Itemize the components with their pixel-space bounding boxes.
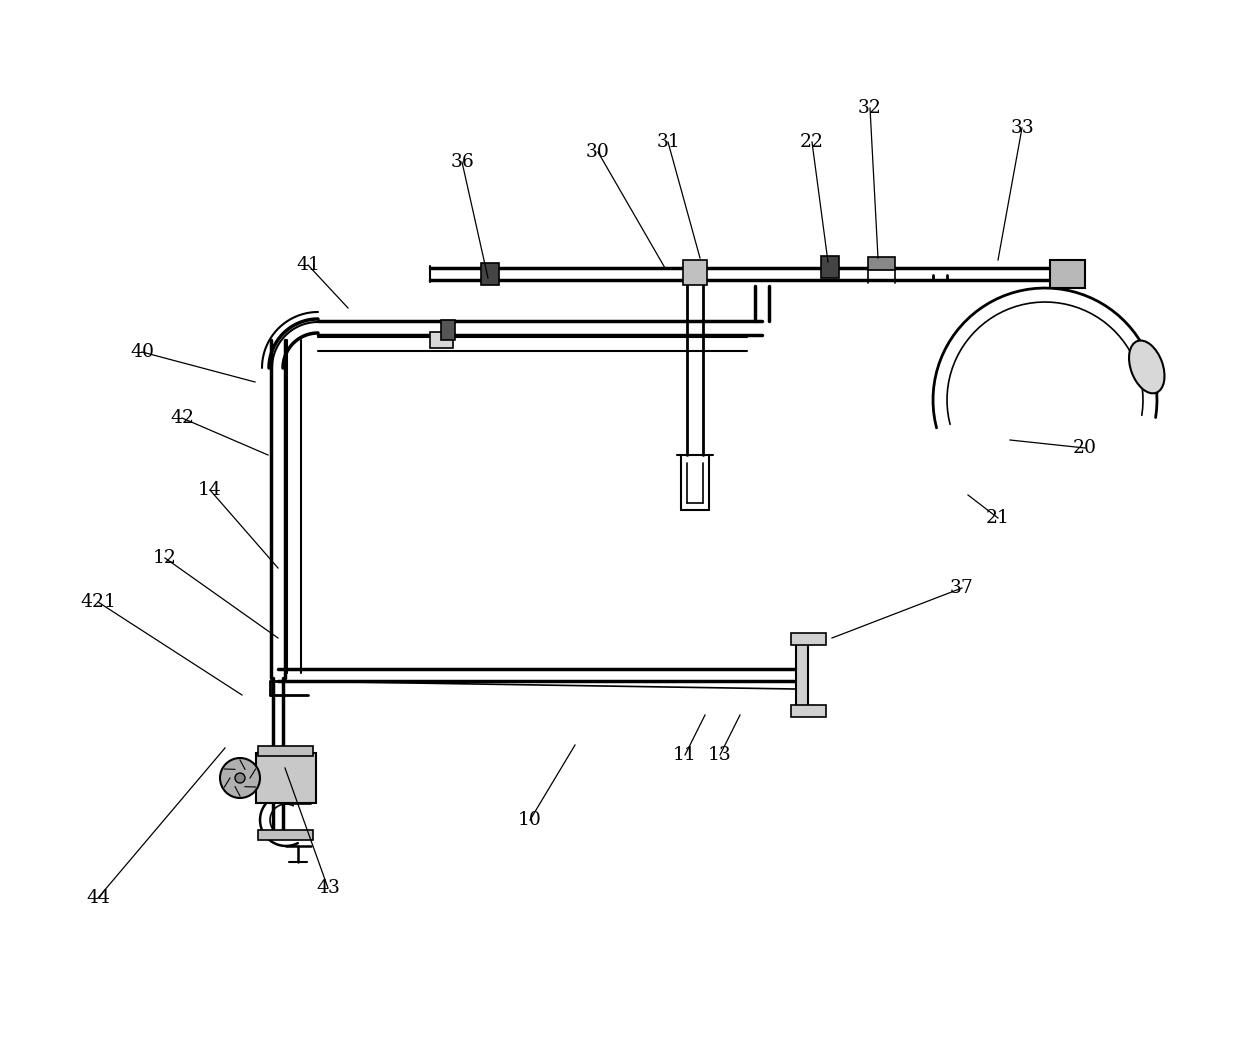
Text: 44: 44 <box>86 889 110 907</box>
Polygon shape <box>481 263 498 285</box>
Polygon shape <box>791 705 826 717</box>
Ellipse shape <box>236 773 246 783</box>
Text: 31: 31 <box>656 133 680 151</box>
Ellipse shape <box>219 758 260 798</box>
Polygon shape <box>441 320 455 340</box>
Ellipse shape <box>1130 341 1164 394</box>
Polygon shape <box>791 633 826 645</box>
Text: 43: 43 <box>316 879 340 897</box>
Text: 21: 21 <box>986 509 1009 527</box>
Polygon shape <box>821 256 839 278</box>
Polygon shape <box>796 637 808 713</box>
Text: 13: 13 <box>708 746 732 764</box>
Text: 41: 41 <box>296 256 320 274</box>
Polygon shape <box>1050 260 1085 288</box>
Polygon shape <box>255 753 316 803</box>
Text: 33: 33 <box>1011 118 1034 136</box>
Text: 30: 30 <box>587 143 610 161</box>
Polygon shape <box>868 257 895 270</box>
Text: 10: 10 <box>518 811 542 829</box>
Text: 20: 20 <box>1073 439 1097 457</box>
Polygon shape <box>683 260 707 285</box>
Text: 421: 421 <box>81 592 115 612</box>
Polygon shape <box>430 332 453 348</box>
Text: 32: 32 <box>858 99 882 117</box>
Polygon shape <box>258 829 312 840</box>
Text: 22: 22 <box>800 133 825 151</box>
Text: 11: 11 <box>673 746 697 764</box>
Text: 40: 40 <box>130 343 154 361</box>
Text: 36: 36 <box>450 153 474 171</box>
Text: 12: 12 <box>153 549 177 567</box>
Text: 42: 42 <box>170 409 193 427</box>
Text: 37: 37 <box>950 579 973 597</box>
Text: 14: 14 <box>198 481 222 499</box>
Polygon shape <box>258 746 312 756</box>
